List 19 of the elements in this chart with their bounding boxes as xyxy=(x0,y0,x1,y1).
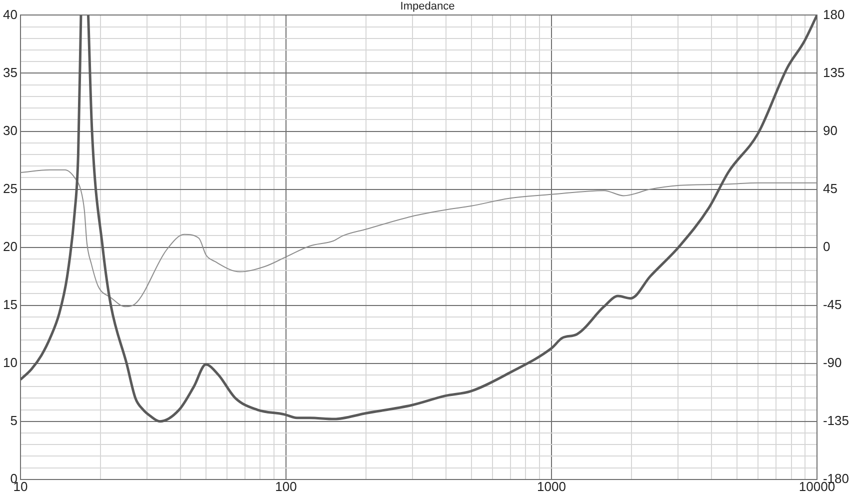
x-tick-label: 1000 xyxy=(537,478,566,494)
y2-tick-label: 135 xyxy=(822,64,845,80)
y-tick-label: 25 xyxy=(2,180,18,196)
y2-tick-label: -90 xyxy=(822,354,842,370)
chart-title: Impedance xyxy=(400,0,455,13)
y-tick-label: 15 xyxy=(2,296,18,312)
y-tick-label: 5 xyxy=(10,412,18,428)
x-tick-label: 100 xyxy=(275,478,297,494)
y2-tick-label: 45 xyxy=(822,180,838,196)
y2-tick-label: 180 xyxy=(822,6,845,22)
y-tick-label: 35 xyxy=(2,64,18,80)
y-tick-label: 40 xyxy=(2,6,18,22)
y2-tick-label: -135 xyxy=(822,412,850,428)
y2-tick-label: -45 xyxy=(822,296,842,312)
y2-tick-label: 90 xyxy=(822,122,838,138)
y-tick-label: 30 xyxy=(2,122,18,138)
y2-tick-label: 0 xyxy=(822,238,830,254)
y-tick-label: 20 xyxy=(2,238,18,254)
y-tick-label: 10 xyxy=(2,354,18,370)
